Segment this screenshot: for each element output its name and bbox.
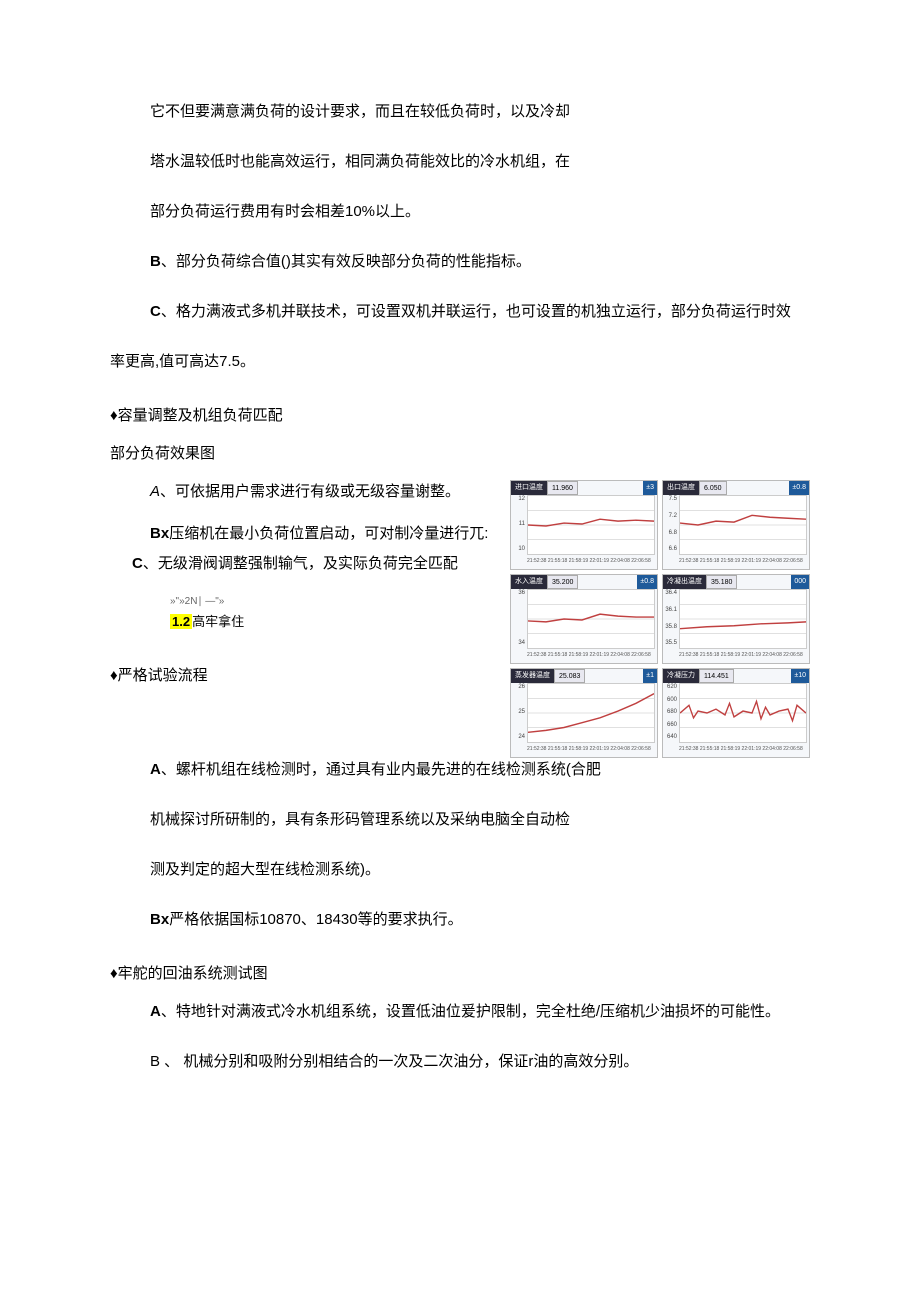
list1-b-label: Bx: [150, 525, 169, 542]
chart-1: 进口温度11.960 ±3 12111021:52:38 21:55:18 21:5…: [510, 480, 658, 570]
list2-b-label: Bx: [150, 911, 169, 928]
item-b: B、部分负荷综合值()其实有效反映部分负荷的性能指标。: [150, 250, 810, 274]
list1-b: Bx压缩机在最小负荷位置启动，可对制冷量进行兀:: [150, 522, 500, 546]
content-left: A、可依据用户需求进行有级或无级容量谢整。 Bx压缩机在最小负荷位置启动，可对制…: [110, 480, 500, 758]
chart-y-labels: 7.57.26.86.6: [663, 495, 677, 555]
list3-b-text: 机械分别和吸附分别相结合的一次及二次油分，保证r油的高效分别。: [179, 1053, 638, 1070]
chart-header-value: 114.451: [699, 669, 734, 683]
chart-plot-area: [679, 683, 807, 743]
list2-a-text-1: 、螺杆机组在线检测时，通过具有业内最先进的在线检测系统(合肥: [161, 761, 601, 778]
list1-b-text: 压缩机在最小负荷位置启动，可对制冷量进行兀:: [169, 525, 488, 542]
chart-plot-area: [679, 589, 807, 649]
list2-a: A、螺杆机组在线检测时，通过具有业内最先进的在线检测系统(合肥: [150, 758, 810, 782]
list2-a-text-3: 测及判定的超大型在线检测系统)。: [150, 858, 810, 882]
list3-b: B 、 机械分别和吸附分别相结合的一次及二次油分，保证r油的高效分别。: [150, 1050, 810, 1074]
chart-header-range: ±0.8: [637, 575, 657, 589]
item-c-label: C: [150, 303, 161, 320]
list1-a-label: A: [150, 483, 160, 500]
list1-a: A、可依据用户需求进行有级或无级容量谢整。: [150, 480, 500, 504]
chart-y-labels: 3634: [511, 589, 525, 649]
highlight-text: 高牢拿住: [192, 614, 244, 629]
chart-5: 蒸发器温度25.083 ±1 26252421:52:38 21:55:18 21:…: [510, 668, 658, 758]
list2-b-text: 严格依据国标10870、18430等的要求执行。: [169, 911, 462, 928]
chart-6: 冷凝压力114.451 ±10 62060068066064021:52:38 21…: [662, 668, 810, 758]
item-b-text: 、部分负荷综合值()其实有效反映部分负荷的性能指标。: [161, 253, 531, 270]
chart-header-value: 25.083: [554, 669, 585, 683]
chart-4: 冷凝出温度35.180 000 36.436.135.835.521:52:38 2…: [662, 574, 810, 664]
content-row: A、可依据用户需求进行有级或无级容量谢整。 Bx压缩机在最小负荷位置启动，可对制…: [110, 480, 810, 758]
highlight-block: »"»2N∣ —"» 1.2高牢拿住: [170, 594, 500, 634]
chart-header-label: 水入温度: [511, 575, 547, 589]
chart-x-axis: 21:52:38 21:55:18 21:58:19 22:01:19 22:0…: [527, 745, 655, 757]
section-oil-return: ♦牢舵的回油系统测试图: [110, 962, 810, 986]
chart-plot-area: [527, 589, 655, 649]
chart-header-range: ±10: [791, 669, 809, 683]
chart-3: 水入温度35.200 ±0.8 363421:52:38 21:55:18 21:5…: [510, 574, 658, 664]
chart-x-axis: 21:52:38 21:55:18 21:58:19 22:01:19 22:0…: [527, 557, 655, 569]
chart-plot-area: [527, 683, 655, 743]
caption-partial-load: 部分负荷效果图: [110, 442, 810, 466]
chart-header-label: 蒸发器温度: [511, 669, 554, 683]
list1-c-text: 、无级滑阀调整强制输气，及实际负荷完全匹配: [143, 555, 458, 572]
chart-header-value: 6.050: [699, 481, 727, 495]
chart-header-label: 冷凝压力: [663, 669, 699, 683]
chart-plot-area: [679, 495, 807, 555]
section-capacity: ♦容量调整及机组负荷匹配: [110, 404, 810, 428]
chart-header-value: 11.960: [547, 481, 578, 495]
list1-a-text: 、可依据用户需求进行有级或无级容量谢整。: [160, 483, 460, 500]
chart-x-axis: 21:52:38 21:55:18 21:58:19 22:01:19 22:0…: [679, 745, 807, 757]
chart-header-range: 000: [791, 575, 809, 589]
list3-a-text: 、特地针对满液式冷水机组系统，设置低油位爰护限制，完全杜绝/压缩机少油损坏的可能…: [161, 1003, 780, 1020]
chart-y-labels: 36.436.135.835.5: [663, 589, 677, 649]
item-c-text-1: 、格力满液式多机并联技术，可设置双机并联运行，也可设置的机独立运行，部分负荷运行…: [161, 303, 791, 320]
chart-y-labels: 121110: [511, 495, 525, 555]
chart-x-axis: 21:52:38 21:55:18 21:58:19 22:01:19 22:0…: [679, 557, 807, 569]
chart-header-label: 出口温度: [663, 481, 699, 495]
chart-2: 出口温度6.050 ±0.8 7.57.26.86.621:52:38 21:55:…: [662, 480, 810, 570]
paragraph-line-1: 它不但要满意满负荷的设计要求，而且在较低负荷时，以及冷却: [150, 100, 810, 124]
section-strict-test: ♦严格试验流程: [110, 664, 500, 688]
chart-plot-area: [527, 495, 655, 555]
chart-header-range: ±3: [643, 481, 657, 495]
paragraph-line-3: 部分负荷运行费用有时会相差10%以上。: [150, 200, 810, 224]
chart-header-value: 35.180: [706, 575, 737, 589]
chart-panel: 进口温度11.960±312111021:52:38 21:55:18 21:5…: [510, 480, 810, 758]
list2-a-label: A: [150, 761, 161, 778]
list2-b: Bx严格依据国标10870、18430等的要求执行。: [150, 908, 810, 932]
item-c-text-2: 率更高,值可高达7.5。: [110, 350, 810, 374]
chart-header-range: ±1: [643, 669, 657, 683]
list1-c: C、无级滑阀调整强制输气，及实际负荷完全匹配: [132, 552, 500, 576]
item-b-label: B: [150, 253, 161, 270]
chart-header-label: 进口温度: [511, 481, 547, 495]
list3-a-label: A: [150, 1003, 161, 1020]
highlight-number: 1.2: [170, 614, 192, 629]
chart-x-axis: 21:52:38 21:55:18 21:58:19 22:01:19 22:0…: [527, 651, 655, 663]
highlight-top: »"»2N∣ —"»: [170, 594, 500, 610]
list2-a-text-2: 机械探讨所研制的，具有条形码管理系统以及采纳电脑全自动检: [150, 808, 810, 832]
chart-header-label: 冷凝出温度: [663, 575, 706, 589]
list1-c-label: C: [132, 555, 143, 572]
chart-y-labels: 262524: [511, 683, 525, 743]
chart-y-labels: 620600680660640: [663, 683, 677, 743]
chart-header-value: 35.200: [547, 575, 578, 589]
chart-header-range: ±0.8: [789, 481, 809, 495]
item-c: C、格力满液式多机并联技术，可设置双机并联运行，也可设置的机独立运行，部分负荷运…: [150, 300, 810, 324]
list3-a: A、特地针对满液式冷水机组系统，设置低油位爰护限制，完全杜绝/压缩机少油损坏的可…: [150, 1000, 810, 1024]
paragraph-line-2: 塔水温较低时也能高效运行，相同满负荷能效比的冷水机组，在: [150, 150, 810, 174]
chart-x-axis: 21:52:38 21:55:18 21:58:19 22:01:19 22:0…: [679, 651, 807, 663]
list3-b-label: B 、: [150, 1053, 179, 1070]
